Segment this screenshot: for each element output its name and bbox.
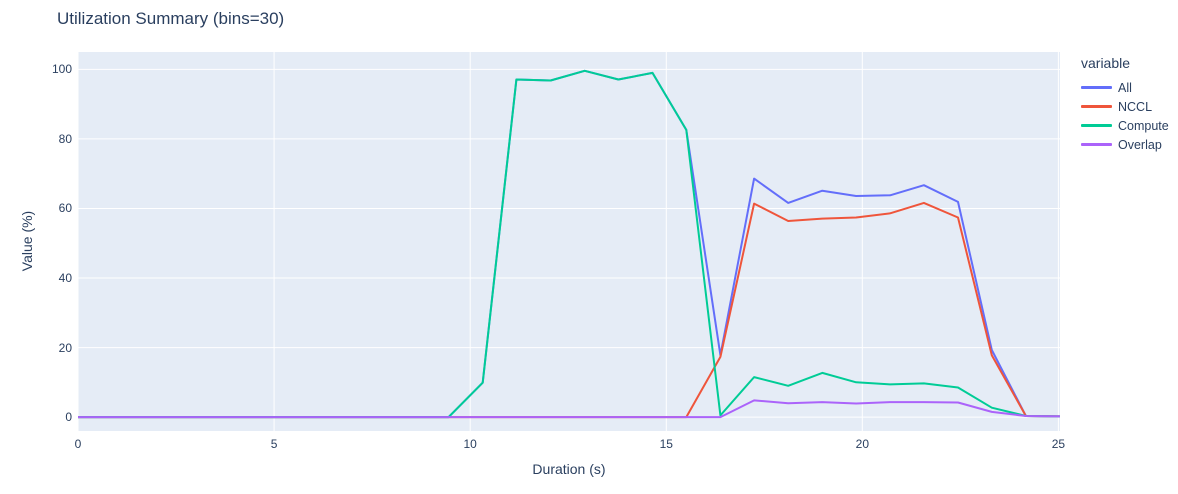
y-tick-label: 20 [58,340,72,355]
legend-label: NCCL [1118,99,1153,114]
legend-label: Overlap [1118,137,1162,152]
y-tick-label: 80 [58,131,72,146]
x-tick-label: 5 [270,437,278,451]
series-line-overlap[interactable] [78,399,1060,419]
x-tick-label: 20 [855,437,870,451]
series-line-compute[interactable] [78,69,1060,419]
x-tick-label: 10 [463,437,477,451]
legend-line-swatch [1081,124,1112,127]
legend-line-swatch [1081,143,1112,146]
legend-label: All [1118,80,1132,95]
y-axis-title: Value (%) [19,210,35,272]
x-tick-label: 0 [74,437,82,451]
y-tick-label: 0 [65,410,72,425]
legend: variable All NCCL Compute Overlap [1081,55,1169,154]
legend-title: variable [1081,55,1131,71]
legend-line-swatch [1081,105,1112,108]
legend-line-swatch [1081,86,1112,89]
y-tick-label: 60 [58,201,72,216]
x-axis-title: Duration (s) [532,461,606,477]
legend-item-compute[interactable]: Compute [1081,116,1169,135]
x-tick-label: 25 [1051,437,1066,451]
plot-background [78,52,1060,431]
y-tick-label: 40 [58,271,72,285]
x-tick-label: 15 [659,437,673,451]
legend-item-all[interactable]: All [1081,78,1169,97]
series-line-all[interactable] [78,69,1060,419]
legend-items: All NCCL Compute Overlap [1081,78,1169,154]
legend-item-nccl[interactable]: NCCL [1081,97,1169,116]
y-tick-label: 100 [51,62,72,77]
chart-title: Utilization Summary (bins=30) [57,9,285,28]
legend-label: Compute [1118,118,1169,133]
plot-area[interactable] [78,52,1060,431]
legend-item-overlap[interactable]: Overlap [1081,135,1169,154]
series-line-nccl[interactable] [78,201,1060,419]
